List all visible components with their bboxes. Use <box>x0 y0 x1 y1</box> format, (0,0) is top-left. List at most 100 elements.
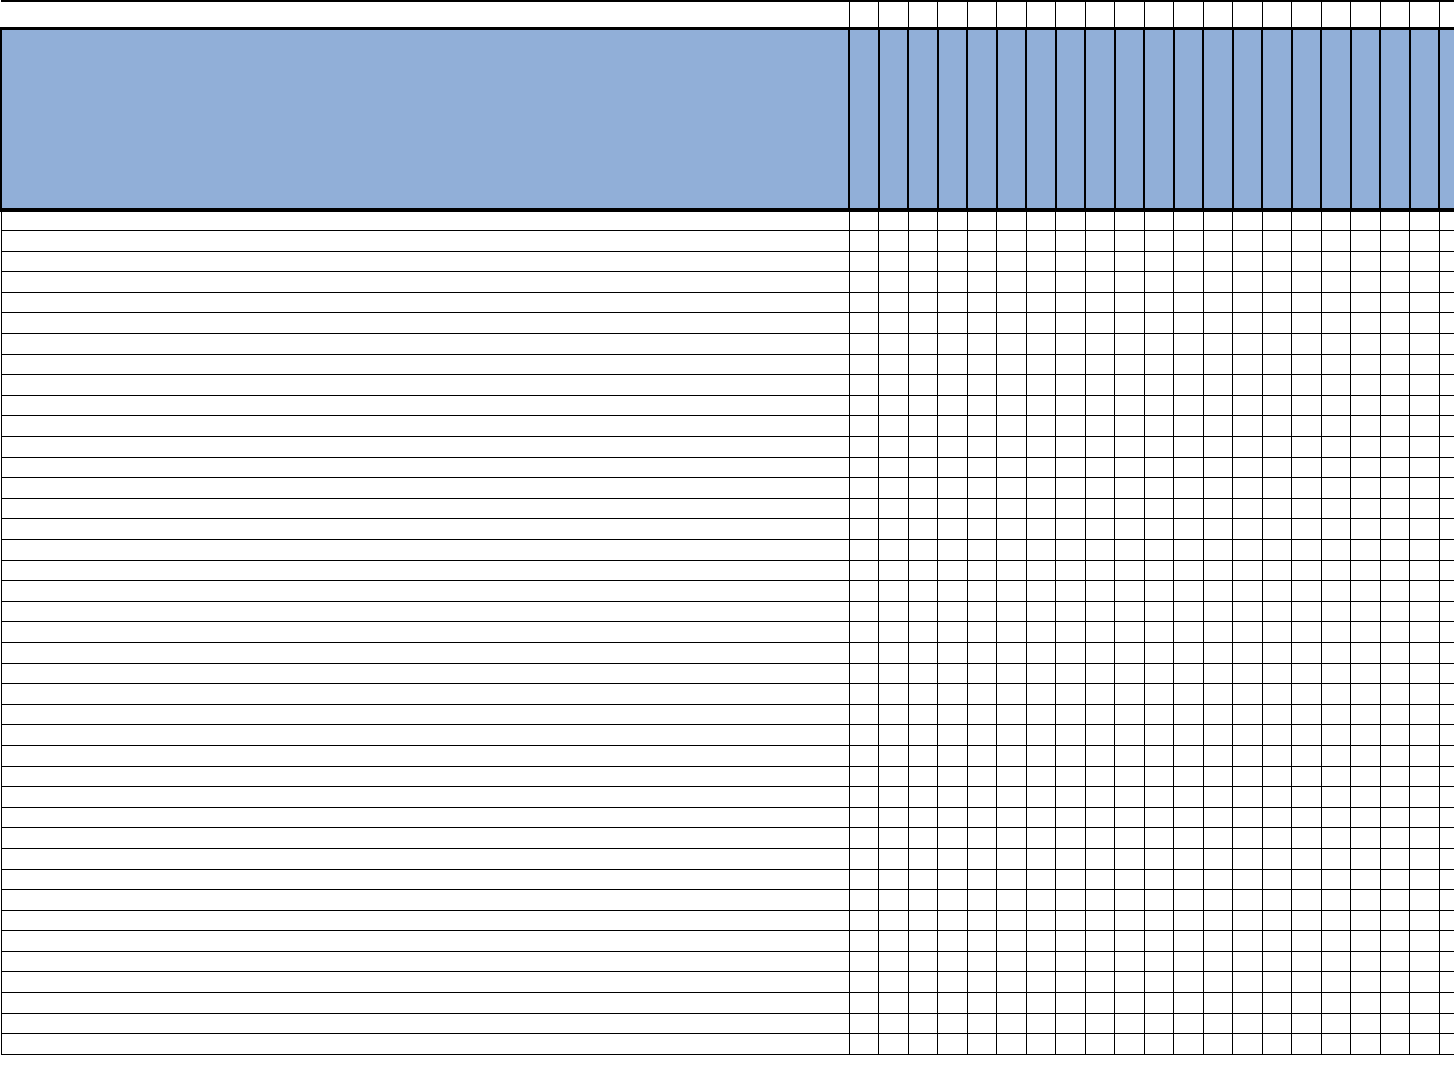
row-33-cell-20[interactable] <box>1409 869 1440 891</box>
row-31-cell-19[interactable] <box>1380 827 1410 849</box>
row-5-cell-3[interactable] <box>908 292 938 314</box>
row-29-cell-6[interactable] <box>996 786 1027 808</box>
row-21-cell-18[interactable] <box>1350 621 1381 643</box>
row-34-cell-7[interactable] <box>1026 889 1056 911</box>
row-13-cell-21[interactable] <box>1439 457 1454 479</box>
row-28-cell-17[interactable] <box>1321 766 1351 788</box>
row-37-cell-9[interactable] <box>1085 951 1115 973</box>
row-14-cell-3[interactable] <box>908 477 938 499</box>
row-8-cell-21[interactable] <box>1439 354 1454 376</box>
row-7-cell-17[interactable] <box>1321 333 1351 355</box>
row-2-cell-2[interactable] <box>878 230 909 252</box>
table-row[interactable] <box>0 415 1454 438</box>
row-12-cell-18[interactable] <box>1350 436 1381 458</box>
row-12-cell-21[interactable] <box>1439 436 1454 458</box>
row-37-cell-6[interactable] <box>996 951 1027 973</box>
row-40-cell-1[interactable] <box>849 1013 879 1035</box>
row-label-cell[interactable] <box>0 210 850 232</box>
row-41-cell-21[interactable] <box>1439 1033 1454 1055</box>
row-35-cell-6[interactable] <box>996 910 1027 932</box>
row-24-cell-9[interactable] <box>1085 683 1115 705</box>
row-6-cell-21[interactable] <box>1439 312 1454 335</box>
row-label-cell[interactable] <box>0 642 850 664</box>
row-label-cell[interactable] <box>0 251 850 273</box>
row-19-cell-16[interactable] <box>1291 580 1322 602</box>
row-37-cell-14[interactable] <box>1232 951 1263 973</box>
row-37-cell-15[interactable] <box>1262 951 1292 973</box>
row-32-cell-7[interactable] <box>1026 848 1056 870</box>
table-row[interactable] <box>0 951 1454 973</box>
row-28-cell-19[interactable] <box>1380 766 1410 788</box>
row-8-cell-12[interactable] <box>1173 354 1204 376</box>
row-31-cell-10[interactable] <box>1114 827 1145 849</box>
row-23-cell-7[interactable] <box>1026 663 1056 685</box>
row-5-cell-6[interactable] <box>996 292 1027 314</box>
row-41-cell-14[interactable] <box>1232 1033 1263 1055</box>
table-row[interactable] <box>0 560 1454 582</box>
row-17-cell-3[interactable] <box>908 539 938 561</box>
row-label-cell[interactable] <box>0 683 850 705</box>
row-25-cell-2[interactable] <box>878 704 909 726</box>
top-strip-cell-7[interactable] <box>1026 0 1056 28</box>
row-24-cell-21[interactable] <box>1439 683 1454 705</box>
header-cell-11[interactable] <box>1144 26 1175 212</box>
row-18-cell-7[interactable] <box>1026 560 1056 582</box>
row-37-cell-3[interactable] <box>908 951 938 973</box>
row-34-cell-4[interactable] <box>937 889 968 911</box>
row-21-cell-2[interactable] <box>878 621 909 643</box>
row-19-cell-4[interactable] <box>937 580 968 602</box>
row-35-cell-21[interactable] <box>1439 910 1454 932</box>
row-1-cell-3[interactable] <box>908 210 938 232</box>
row-22-cell-15[interactable] <box>1262 642 1292 664</box>
row-40-cell-5[interactable] <box>967 1013 997 1035</box>
row-32-cell-17[interactable] <box>1321 848 1351 870</box>
row-16-cell-2[interactable] <box>878 518 909 540</box>
table-row[interactable] <box>0 930 1454 952</box>
row-39-cell-17[interactable] <box>1321 992 1351 1014</box>
row-22-cell-11[interactable] <box>1144 642 1174 664</box>
row-26-cell-4[interactable] <box>937 724 968 746</box>
row-39-cell-5[interactable] <box>967 992 997 1014</box>
row-1-cell-5[interactable] <box>967 210 997 232</box>
row-2-cell-5[interactable] <box>967 230 997 252</box>
row-5-cell-20[interactable] <box>1409 292 1440 314</box>
row-34-cell-10[interactable] <box>1114 889 1145 911</box>
row-18-cell-9[interactable] <box>1085 560 1115 582</box>
table-row[interactable] <box>0 807 1454 829</box>
row-21-cell-7[interactable] <box>1026 621 1056 643</box>
row-19-cell-2[interactable] <box>878 580 909 602</box>
row-39-cell-7[interactable] <box>1026 992 1056 1014</box>
row-23-cell-3[interactable] <box>908 663 938 685</box>
row-27-cell-17[interactable] <box>1321 745 1351 767</box>
row-label-cell[interactable] <box>0 477 850 499</box>
row-10-cell-10[interactable] <box>1114 395 1145 417</box>
row-2-cell-16[interactable] <box>1291 230 1322 252</box>
row-33-cell-11[interactable] <box>1144 869 1174 891</box>
row-21-cell-12[interactable] <box>1173 621 1204 643</box>
row-21-cell-13[interactable] <box>1203 621 1233 643</box>
header-cell-12[interactable] <box>1173 26 1204 212</box>
row-18-cell-14[interactable] <box>1232 560 1263 582</box>
row-label-cell[interactable] <box>0 848 850 870</box>
row-39-cell-11[interactable] <box>1144 992 1174 1014</box>
top-strip-cell-15[interactable] <box>1262 0 1292 28</box>
top-strip-cell-13[interactable] <box>1203 0 1233 28</box>
row-16-cell-13[interactable] <box>1203 518 1233 540</box>
row-26-cell-6[interactable] <box>996 724 1027 746</box>
row-4-cell-13[interactable] <box>1203 271 1233 293</box>
top-strip-cell-10[interactable] <box>1114 0 1145 28</box>
row-32-cell-1[interactable] <box>849 848 879 870</box>
row-25-cell-16[interactable] <box>1291 704 1322 726</box>
row-26-cell-1[interactable] <box>849 724 879 746</box>
row-28-cell-6[interactable] <box>996 766 1027 788</box>
row-38-cell-3[interactable] <box>908 971 938 994</box>
row-39-cell-12[interactable] <box>1173 992 1204 1014</box>
row-30-cell-2[interactable] <box>878 807 909 829</box>
row-16-cell-1[interactable] <box>849 518 879 540</box>
row-33-cell-8[interactable] <box>1055 869 1086 891</box>
row-38-cell-21[interactable] <box>1439 971 1454 994</box>
row-25-cell-1[interactable] <box>849 704 879 726</box>
row-26-cell-20[interactable] <box>1409 724 1440 746</box>
row-35-cell-12[interactable] <box>1173 910 1204 932</box>
row-3-cell-8[interactable] <box>1055 251 1086 273</box>
